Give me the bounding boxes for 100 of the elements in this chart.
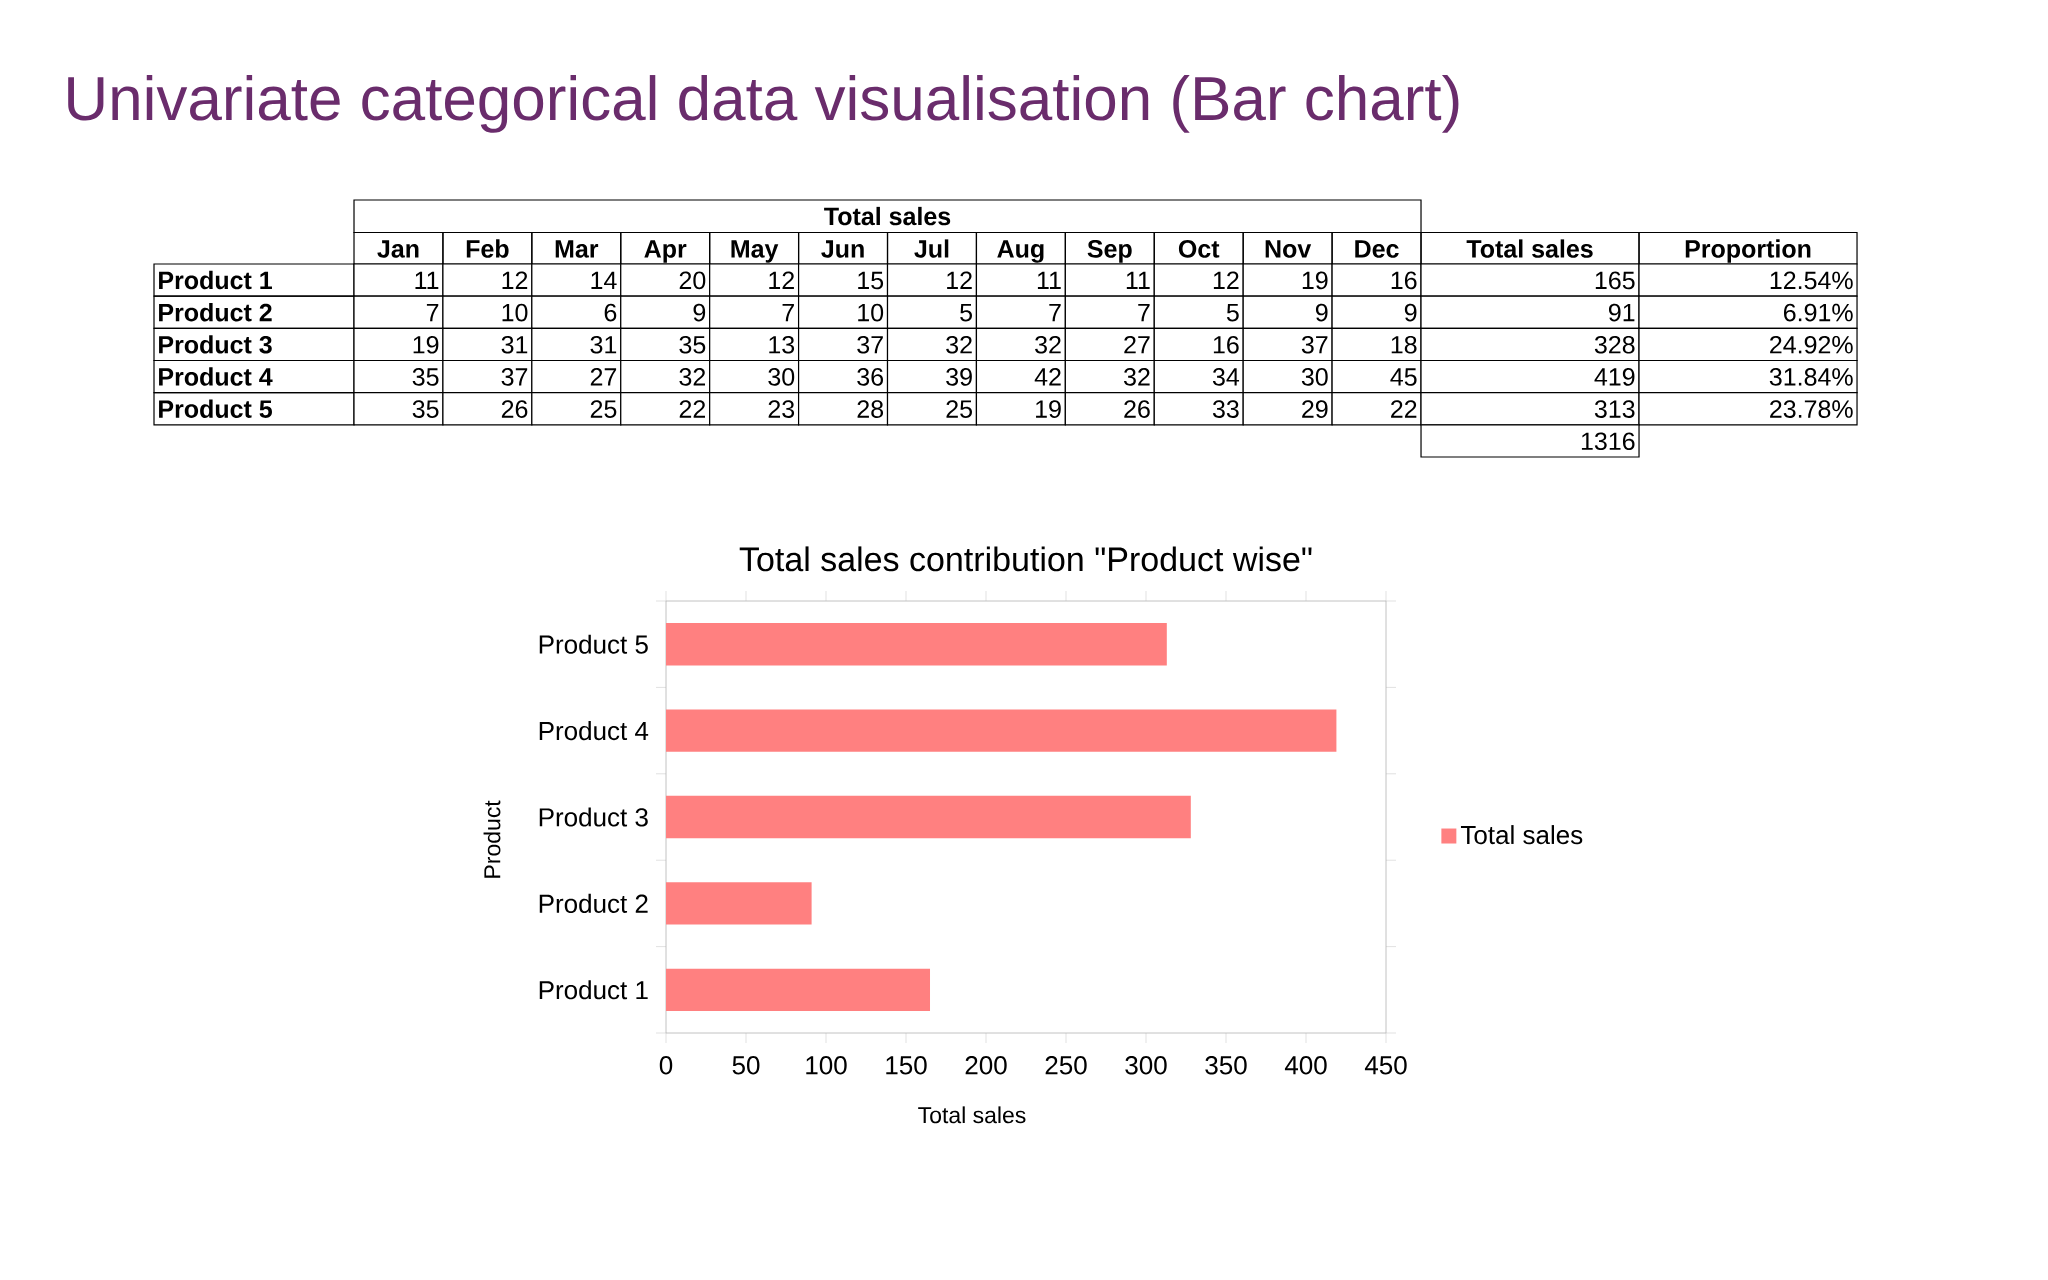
data-label: 37 [1301,335,1328,354]
data-label: 14 [591,271,617,289]
data-label: 419 [1594,368,1635,386]
data-label: 32 [1124,368,1150,386]
x-tick-label: 200 [965,1056,1007,1075]
data-label: 29 [1302,400,1328,418]
data-label: 91 [1608,303,1635,322]
data-label: 30 [1301,368,1328,386]
y-tick-label: Product 2 [159,303,272,322]
data-label: 1316 [1581,432,1635,451]
data-label: 39 [946,368,972,386]
data-label: 25 [590,400,617,418]
x-tick-label: 350 [1205,1056,1247,1075]
data-label: 15 [858,271,884,290]
x-tick-label: Total sales [1466,239,1593,258]
data-label: 13 [769,335,795,354]
data-label: 32 [679,368,706,386]
data-label: 9 [1315,303,1328,322]
data-label: 42 [1034,368,1061,386]
data-label: 7 [1138,303,1150,322]
data-label: 12 [947,271,972,289]
y-tick-label: Product 3 [159,335,272,354]
data-label: 25 [946,400,972,418]
x-tick-label: Aug [997,240,1044,263]
data-label: 30 [768,368,795,386]
data-label: 16 [1391,271,1417,290]
x-tick-label: Apr [644,240,687,263]
bar [666,882,812,925]
data-label: 5 [1226,303,1239,322]
data-label: 33 [1212,400,1239,418]
data-label: 11 [1126,271,1150,289]
data-label: 19 [1302,271,1328,290]
data-label: 12 [1213,271,1239,289]
chart-title: Univariate categorical data visualisation (Bar chart) [68,75,1459,133]
data-label: 7 [426,303,439,322]
data-label: 37 [857,335,883,354]
data-label: 36 [857,368,883,386]
data-label: 313 [1594,400,1635,418]
x-tick-label: Oct [1178,240,1220,258]
data-label: 9 [1404,303,1417,322]
data-label: 7 [782,303,794,322]
data-label: 31 [590,335,617,354]
bar [666,968,931,1011]
x-axis-title: Total sales [918,1106,1026,1124]
data-label: 7 [1049,303,1061,322]
x-tick-label: Mar [555,240,599,258]
y-axis-title: Product [483,800,501,878]
y-tick-label: Product 5 [539,634,648,654]
data-label: 19 [413,335,439,354]
data-label: 328 [1594,335,1635,354]
x-tick-label: 150 [886,1056,927,1075]
data-label: 24.92% [1770,335,1853,354]
data-label: 6 [604,303,617,322]
data-label: 16 [1213,335,1239,354]
y-tick-label: Product 5 [159,399,272,418]
x-tick-label: Dec [1355,240,1399,258]
data-label: 5 [960,303,972,322]
legend-label: Total sales [1460,825,1583,845]
data-label: 12 [502,271,528,289]
y-tick-label: Product 4 [539,721,649,741]
data-label: 32 [946,335,972,354]
data-label: 20 [679,271,706,290]
x-tick-label: Jul [914,239,949,258]
data-label: 35 [412,400,439,418]
x-tick-label: Proportion [1685,239,1811,263]
data-label: 27 [1124,335,1150,354]
bar [666,709,1337,752]
data-label: 28 [857,400,884,418]
y-tick-label: Product 3 [539,807,648,827]
data-label: 12 [769,271,794,289]
data-label: 11 [1037,271,1061,289]
data-label: 37 [501,368,528,386]
data-label: 23 [768,400,795,418]
x-tick-label: 400 [1284,1056,1327,1075]
data-label: 34 [1212,368,1240,386]
y-tick-label: Product 1 [159,270,272,290]
x-tick-label: 450 [1364,1056,1407,1075]
bar [666,623,1167,666]
chart-title: Total sales contribution "Product wise" [739,546,1312,572]
data-label: 31.84% [1769,368,1853,386]
data-label: 19 [1036,400,1061,418]
x-tick-label: Jun [821,240,864,258]
data-label: 31 [501,335,528,354]
x-tick-label: Jan [377,240,419,258]
bar [666,795,1191,839]
data-label: 23.78% [1770,400,1853,418]
data-label: 26 [1124,400,1150,418]
x-tick-label: 300 [1125,1056,1167,1075]
x-tick-label: 50 [732,1056,760,1075]
y-tick-label: Product 2 [539,893,648,913]
x-tick-label: 100 [806,1056,847,1075]
data-label: 27 [590,368,617,386]
data-label: 35 [679,335,706,354]
x-tick-label: Sep [1087,240,1132,263]
x-tick-label: May [731,240,779,263]
data-label: 18 [1391,335,1417,354]
data-label: 12.54% [1770,271,1853,290]
x-tick-label: Nov [1265,240,1312,258]
data-label: 9 [693,303,706,322]
data-label: 32 [1035,335,1061,354]
